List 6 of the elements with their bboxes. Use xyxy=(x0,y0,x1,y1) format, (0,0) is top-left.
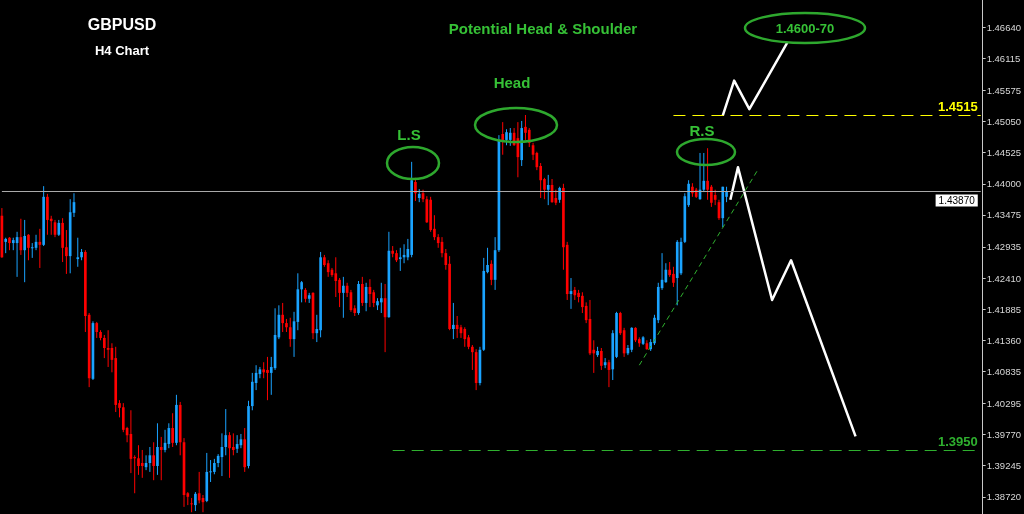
candlestick xyxy=(46,193,49,236)
candlestick xyxy=(23,219,26,283)
candlestick xyxy=(30,242,34,259)
candlestick xyxy=(76,237,80,268)
candlestick xyxy=(190,497,193,513)
candlestick xyxy=(27,233,30,261)
